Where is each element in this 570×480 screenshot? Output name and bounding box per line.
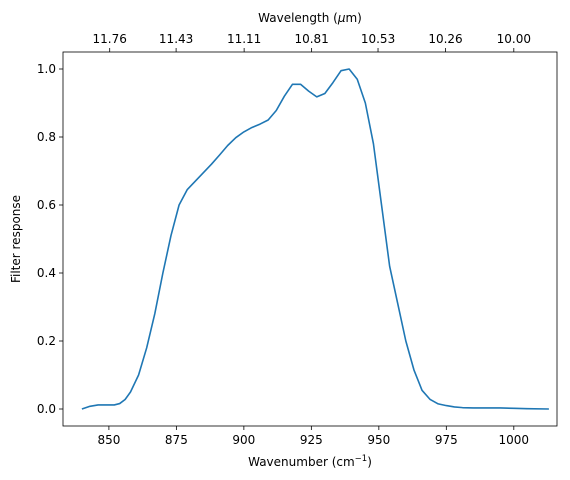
- top-tick-label: 11.76: [93, 32, 127, 46]
- y-tick-label: 1.0: [37, 62, 56, 76]
- y-tick-label: 0.0: [37, 402, 56, 416]
- x-tick-label: 975: [435, 433, 458, 447]
- bottom-x-axis-ticks: 850 875 900 925 950 975 1000: [97, 426, 529, 447]
- top-tick-label: 10.53: [361, 32, 395, 46]
- top-tick-label: 11.43: [159, 32, 193, 46]
- x-tick-label: 875: [165, 433, 188, 447]
- top-tick-label: 11.11: [227, 32, 261, 46]
- x-tick-label: 950: [367, 433, 390, 447]
- y-axis-title: Filter response: [9, 195, 23, 283]
- x-tick-label: 1000: [499, 433, 530, 447]
- y-tick-label: 0.2: [37, 334, 56, 348]
- plot-area: [63, 52, 557, 426]
- series-layer: [81, 68, 549, 410]
- plot-frame: [62, 51, 558, 427]
- y-axis-ticks: 0.0 0.2 0.4 0.6 0.8 1.0: [37, 62, 63, 416]
- y-tick-label: 0.4: [37, 266, 56, 280]
- top-axis-title: Wavelength (μm): [258, 11, 362, 25]
- x-axis-title: Wavenumber (cm−1): [248, 454, 372, 469]
- x-tick-label: 900: [232, 433, 255, 447]
- top-x-axis-ticks: 11.76 11.43 11.11 10.81 10.53 10.26 10.00: [93, 32, 531, 52]
- x-tick-label: 925: [300, 433, 323, 447]
- y-tick-label: 0.8: [37, 130, 56, 144]
- x-tick-label: 850: [97, 433, 120, 447]
- top-tick-label: 10.00: [497, 32, 531, 46]
- top-tick-label: 10.81: [294, 32, 328, 46]
- top-tick-label: 10.26: [428, 32, 462, 46]
- filter-response-line: [81, 68, 549, 410]
- y-tick-label: 0.6: [37, 198, 56, 212]
